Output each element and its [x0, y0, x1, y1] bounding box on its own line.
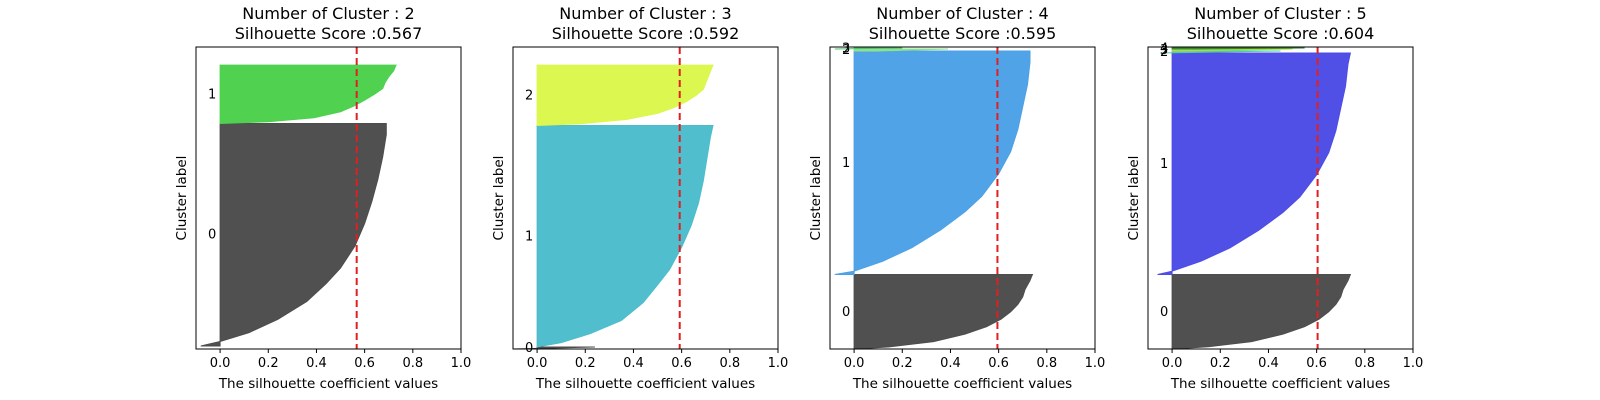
- chart-title-line-2: Silhouette Score :0.604: [1187, 24, 1375, 43]
- silhouette-area-cluster-2: [1159, 50, 1281, 54]
- x-tick-label: 1.0: [451, 356, 472, 371]
- x-tick-label: 0.4: [306, 356, 327, 371]
- x-tick-label: 1.0: [1085, 356, 1106, 371]
- silhouette-area-cluster-1: [219, 64, 397, 125]
- chart-title-line-1: Number of Cluster : 5: [1194, 4, 1366, 23]
- y-axis-label: Cluster label: [1126, 156, 1142, 241]
- y-axis-label: Cluster label: [491, 156, 507, 241]
- x-tick-label: 0.6: [1306, 356, 1327, 371]
- plot-area: [1157, 47, 1352, 349]
- silhouette-panel-1: 0 1 0.0 0.2 0.4 0.6 0.8 1.0 The silhouette coeff…: [174, 4, 471, 392]
- silhouette-area-cluster-2: [853, 48, 949, 52]
- silhouette-panel-4: 0 1 234 0.0 0.2 0.4 0.6 0.8 1.0 The silhouette co…: [1126, 4, 1423, 392]
- plot-frame: [195, 46, 462, 350]
- x-tick-label: 0.2: [1210, 356, 1231, 371]
- x-tick-label: 0.2: [892, 356, 913, 371]
- cluster-label-3: 3: [842, 42, 850, 57]
- x-tick-label: 0.4: [623, 356, 644, 371]
- cluster-label-0: 0: [1160, 305, 1168, 320]
- silhouette-area-cluster-0: [853, 273, 1034, 349]
- x-tick-label: 0.8: [402, 356, 423, 371]
- cluster-label-2: 2: [525, 88, 533, 103]
- x-tick-label: 0.0: [844, 356, 865, 371]
- cluster-label-2: 2: [1160, 45, 1168, 60]
- silhouette-area-cluster-1: [834, 50, 1031, 276]
- plot-frame: [1147, 46, 1414, 350]
- x-tick-label: 0.6: [671, 356, 692, 371]
- x-axis-label: The silhouette coefficient values: [852, 376, 1072, 392]
- chart-title-line-1: Number of Cluster : 3: [559, 4, 731, 23]
- x-tick-label: 0.6: [988, 356, 1009, 371]
- plot-frame: [829, 46, 1096, 350]
- y-axis-label: Cluster label: [808, 156, 824, 241]
- x-tick-label: 0.8: [1036, 356, 1057, 371]
- silhouette-area-cluster-0: [200, 122, 387, 347]
- x-tick-label: 0.0: [527, 356, 548, 371]
- silhouette-area-cluster-0: [1171, 273, 1352, 349]
- silhouette-panel-3: 0 1 23 0.0 0.2 0.4 0.6 0.8 1.0 The silhouette coe…: [808, 4, 1105, 392]
- x-tick-label: 1.0: [1403, 356, 1424, 371]
- silhouette-area-cluster-2: [536, 64, 714, 126]
- x-tick-label: 0.0: [210, 356, 231, 371]
- plot-area: [513, 64, 714, 349]
- x-tick-label: 0.8: [719, 356, 740, 371]
- x-tick-label: 1.0: [768, 356, 789, 371]
- silhouette-area-cluster-1: [1157, 52, 1352, 276]
- plot-frame: [512, 46, 779, 350]
- chart-title-line-1: Number of Cluster : 4: [876, 4, 1048, 23]
- y-axis-label: Cluster label: [174, 156, 190, 241]
- chart-title-line-2: Silhouette Score :0.592: [552, 24, 740, 43]
- cluster-label-4: 4: [1160, 42, 1168, 57]
- chart-title-line-1: Number of Cluster : 2: [242, 4, 414, 23]
- cluster-label-3: 3: [1160, 43, 1168, 58]
- cluster-label-2: 2: [842, 43, 850, 58]
- x-axis-label: The silhouette coefficient values: [1170, 376, 1390, 392]
- plot-area: [834, 47, 1034, 349]
- chart-title-line-2: Silhouette Score :0.567: [235, 24, 423, 43]
- x-tick-label: 0.6: [354, 356, 375, 371]
- cluster-label-0: 0: [208, 228, 216, 243]
- x-axis-label: The silhouette coefficient values: [535, 376, 755, 392]
- x-tick-label: 0.0: [1162, 356, 1183, 371]
- silhouette-area-cluster-3: [1171, 48, 1293, 52]
- silhouette-area-cluster-0: [513, 346, 595, 349]
- silhouette-area-cluster-3: [834, 47, 903, 50]
- x-tick-label: 0.4: [1258, 356, 1279, 371]
- silhouette-area-cluster-4: [1171, 47, 1305, 50]
- x-tick-label: 0.8: [1354, 356, 1375, 371]
- cluster-label-1: 1: [525, 229, 533, 244]
- cluster-label-1: 1: [842, 156, 850, 171]
- silhouette-area-cluster-1: [536, 124, 714, 348]
- cluster-label-1: 1: [1160, 157, 1168, 172]
- x-tick-label: 0.4: [940, 356, 961, 371]
- x-axis-label: The silhouette coefficient values: [218, 376, 438, 392]
- x-tick-label: 0.2: [575, 356, 596, 371]
- cluster-label-0: 0: [842, 305, 850, 320]
- plot-area: [200, 64, 397, 347]
- cluster-label-1: 1: [208, 87, 216, 102]
- x-tick-label: 0.2: [258, 356, 279, 371]
- chart-title-line-2: Silhouette Score :0.595: [869, 24, 1057, 43]
